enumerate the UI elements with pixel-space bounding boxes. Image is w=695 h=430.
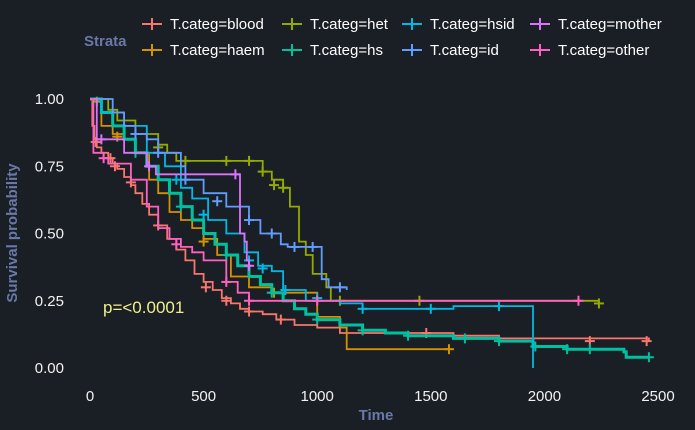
legend-label: T.categ=id [430, 42, 499, 59]
series [90, 97, 654, 363]
series-group [90, 96, 654, 368]
series-line [90, 97, 649, 359]
series-line [90, 98, 600, 304]
legend-item: T.categ=blood [142, 16, 264, 33]
x-tick-label: 2500 [641, 388, 674, 405]
x-tick-label: 1500 [414, 388, 447, 405]
y-tick-label: 1.00 [35, 91, 64, 108]
y-axis-title: Survival probability [4, 163, 21, 303]
x-tick-label: 1000 [301, 388, 334, 405]
legend-item: T.categ=other [530, 42, 649, 59]
series [90, 98, 348, 293]
p-value-annotation: p=<0.0001 [103, 298, 184, 317]
legend-item: T.categ=id [402, 42, 499, 59]
legend-item: T.categ=haem [142, 42, 265, 59]
legend-label: T.categ=het [310, 16, 389, 33]
series [90, 96, 604, 309]
legend-item: T.categ=hs [282, 42, 383, 59]
y-tick-label: 0.25 [35, 293, 64, 310]
series [90, 98, 652, 347]
legend-label: T.categ=blood [170, 16, 264, 33]
series-line [90, 98, 250, 266]
y-tick-label: 0.00 [35, 360, 64, 377]
legend-label: T.categ=mother [558, 16, 662, 33]
legend-item: T.categ=het [282, 16, 389, 33]
legend-title: Strata [84, 33, 127, 50]
x-tick-label: 500 [191, 388, 216, 405]
x-tick-label: 0 [86, 388, 94, 405]
legend: T.categ=blood T.categ=haem T.categ=het T.ca… [142, 16, 662, 59]
legend-item: T.categ=mother [530, 16, 662, 33]
series [90, 98, 255, 271]
legend-item: T.categ=hsid [402, 16, 515, 33]
y-tick-label: 0.75 [35, 158, 64, 175]
legend-label: T.categ=haem [170, 42, 265, 59]
legend-label: T.categ=hsid [430, 16, 515, 33]
y-tick-label: 0.50 [35, 226, 64, 243]
legend-label: T.categ=hs [310, 42, 383, 59]
x-axis-title: Time [359, 407, 394, 424]
legend-label: T.categ=other [558, 42, 649, 59]
series-line [90, 98, 348, 290]
axes: 0 500 1000 1500 2000 2500 0.00 0.25 0.50 0.75 1.00 [35, 91, 675, 405]
series [90, 98, 584, 306]
series-line [90, 98, 581, 302]
x-tick-label: 2000 [528, 388, 561, 405]
